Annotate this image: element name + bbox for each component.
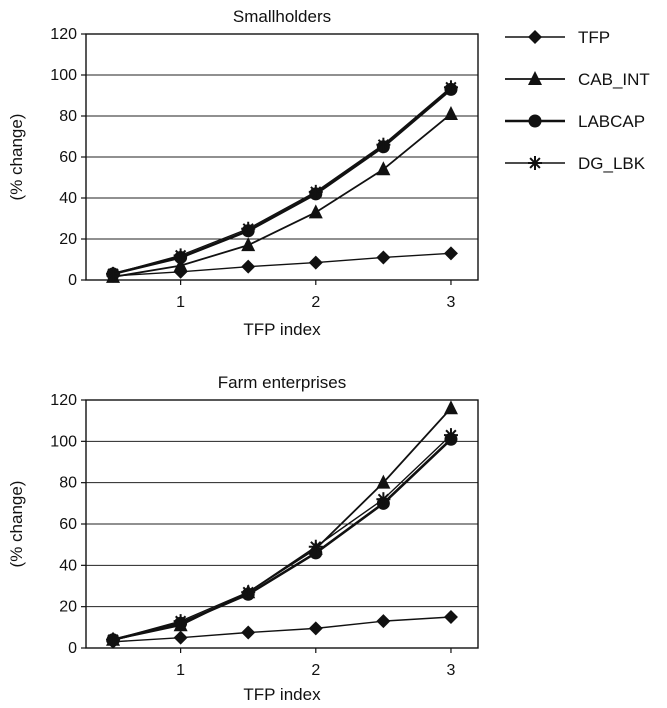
smallholders-x-axis-label: TFP index bbox=[243, 320, 321, 339]
smallholders-cab-int-point bbox=[241, 237, 256, 252]
farm-enterprises-dg-lbk-point bbox=[173, 614, 188, 629]
farm-enterprises-series-labcap bbox=[106, 432, 458, 647]
farm-enterprises-y-tick-label: 0 bbox=[68, 640, 77, 657]
legend: TFP CAB_INT LABCAP DG_LBK bbox=[505, 28, 650, 173]
legend-item-cab-int: CAB_INT bbox=[505, 70, 650, 89]
legend-circle-icon bbox=[528, 114, 542, 128]
smallholders-y-tick-label: 120 bbox=[50, 26, 77, 43]
farm-enterprises-cab-int-point bbox=[376, 474, 391, 489]
farm-enterprises-tfp-point bbox=[173, 630, 188, 645]
farm-enterprises-chart: 0 20 40 60 80 100 120 1 2 3 Farm enterprises TFP in… bbox=[7, 373, 479, 704]
farm-enterprises-tfp-line bbox=[112, 616, 452, 643]
smallholders-series-labcap bbox=[106, 82, 458, 281]
farm-enterprises-x-tick-label: 2 bbox=[311, 662, 320, 679]
farm-enterprises-dg-lbk-line bbox=[112, 434, 452, 641]
smallholders-cab-int-line bbox=[112, 113, 452, 278]
farm-enterprises-y-tick-label: 120 bbox=[50, 392, 77, 409]
legend-item-tfp: TFP bbox=[505, 28, 610, 47]
farm-enterprises-y-tick-label: 40 bbox=[59, 557, 77, 574]
smallholders-y-tick-label: 100 bbox=[50, 67, 77, 84]
legend-label: CAB_INT bbox=[578, 70, 650, 89]
smallholders-cab-int-point bbox=[173, 257, 188, 272]
smallholders-cab-int-point bbox=[308, 204, 323, 219]
farm-enterprises-y-tick-label: 80 bbox=[59, 475, 77, 492]
smallholders-dg-lbk-point bbox=[173, 248, 188, 263]
smallholders-series-cab-int bbox=[106, 105, 458, 283]
smallholders-y-tick-label: 40 bbox=[59, 190, 77, 207]
legend-asterisk-icon bbox=[528, 156, 542, 170]
smallholders-series-tfp bbox=[106, 246, 458, 283]
smallholders-dg-lbk-point bbox=[106, 266, 121, 281]
smallholders-y-tick-label: 80 bbox=[59, 108, 77, 125]
legend-item-dg-lbk: DG_LBK bbox=[505, 154, 646, 173]
smallholders-cab-int-point bbox=[443, 105, 458, 120]
farm-enterprises-x-tick-label: 1 bbox=[176, 662, 185, 679]
farm-enterprises-cab-int-line bbox=[112, 407, 452, 641]
farm-enterprises-x-axis-label: TFP index bbox=[243, 685, 321, 704]
smallholders-y-tick-label: 20 bbox=[59, 231, 77, 248]
smallholders-y-axis-label: (% change) bbox=[7, 114, 26, 201]
smallholders-dg-lbk-point bbox=[376, 137, 391, 152]
legend-label: LABCAP bbox=[578, 112, 645, 131]
legend-label: DG_LBK bbox=[578, 154, 646, 173]
smallholders-x-tick-label: 1 bbox=[176, 294, 185, 311]
farm-enterprises-title: Farm enterprises bbox=[218, 373, 346, 392]
smallholders-tfp-line bbox=[112, 252, 452, 277]
smallholders-tfp-point bbox=[241, 259, 256, 274]
smallholders-labcap-line bbox=[112, 88, 452, 276]
farm-enterprises-dg-lbk-point bbox=[443, 428, 458, 443]
farm-enterprises-dg-lbk-point bbox=[308, 539, 323, 554]
farm-enterprises-y-tick-label: 100 bbox=[50, 433, 77, 450]
farm-enterprises-tfp-point bbox=[241, 625, 256, 640]
smallholders-cab-int-point bbox=[376, 161, 391, 176]
farm-enterprises-dg-lbk-point bbox=[241, 585, 256, 600]
smallholders-y-tick-label: 0 bbox=[68, 272, 77, 289]
smallholders-tfp-point bbox=[308, 255, 323, 270]
farm-enterprises-labcap-line bbox=[112, 438, 452, 641]
farm-enterprises-dg-lbk-point bbox=[106, 632, 121, 647]
legend-triangle-icon bbox=[528, 71, 542, 85]
smallholders-series-dg-lbk bbox=[106, 80, 458, 281]
smallholders-tfp-point bbox=[443, 246, 458, 261]
smallholders-dg-lbk-line bbox=[112, 86, 452, 275]
smallholders-title: Smallholders bbox=[233, 7, 331, 26]
farm-enterprises-series-dg-lbk bbox=[106, 428, 458, 647]
farm-enterprises-series-cab-int bbox=[106, 400, 458, 646]
smallholders-dg-lbk-point bbox=[443, 80, 458, 95]
smallholders-x-tick-label: 2 bbox=[311, 294, 320, 311]
farm-enterprises-tfp-point bbox=[443, 610, 458, 624]
legend-item-labcap: LABCAP bbox=[505, 112, 645, 131]
smallholders-dg-lbk-point bbox=[241, 221, 256, 236]
smallholders-chart: 0 20 40 60 80 100 120 1 2 3 Smallholders TFP index (… bbox=[7, 7, 479, 339]
smallholders-y-tick-label: 60 bbox=[59, 149, 77, 166]
farm-enterprises-tfp-point bbox=[308, 621, 323, 636]
legend-label: TFP bbox=[578, 28, 610, 47]
farm-enterprises-y-tick-label: 60 bbox=[59, 516, 77, 533]
farm-enterprises-y-tick-label: 20 bbox=[59, 599, 77, 616]
legend-diamond-icon bbox=[528, 30, 542, 44]
smallholders-tfp-point bbox=[376, 250, 391, 265]
farm-enterprises-y-axis-label: (% change) bbox=[7, 481, 26, 568]
farm-enterprises-x-tick-label: 3 bbox=[447, 662, 456, 679]
smallholders-dg-lbk-point bbox=[308, 184, 323, 199]
farm-enterprises-cab-int-point bbox=[443, 400, 458, 415]
smallholders-x-tick-label: 3 bbox=[447, 294, 456, 311]
farm-enterprises-dg-lbk-point bbox=[376, 492, 391, 507]
farm-enterprises-tfp-point bbox=[376, 614, 391, 629]
